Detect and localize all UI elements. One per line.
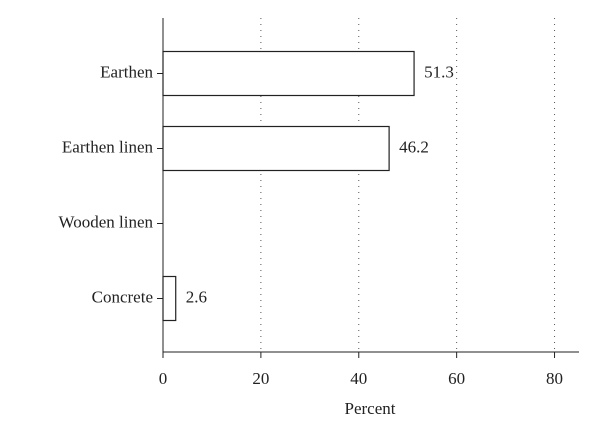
x-tick-label: 80	[546, 369, 563, 388]
x-axis-label: Percent	[345, 399, 396, 418]
y-tick-label: Earthen linen	[62, 137, 154, 156]
x-tick-label: 60	[448, 369, 465, 388]
y-tick-label: Earthen	[100, 62, 153, 81]
data-label: 46.2	[399, 137, 429, 156]
data-label: 2.6	[186, 287, 207, 306]
x-tick-label: 40	[350, 369, 367, 388]
y-tick-label: Concrete	[92, 287, 153, 306]
bar	[162, 275, 177, 322]
x-tick-label: 0	[159, 369, 168, 388]
bar	[162, 125, 390, 172]
bar	[162, 50, 415, 97]
y-tick-label: Wooden linen	[59, 212, 154, 231]
data-label: 51.3	[424, 62, 454, 81]
x-tick-label: 20	[252, 369, 269, 388]
